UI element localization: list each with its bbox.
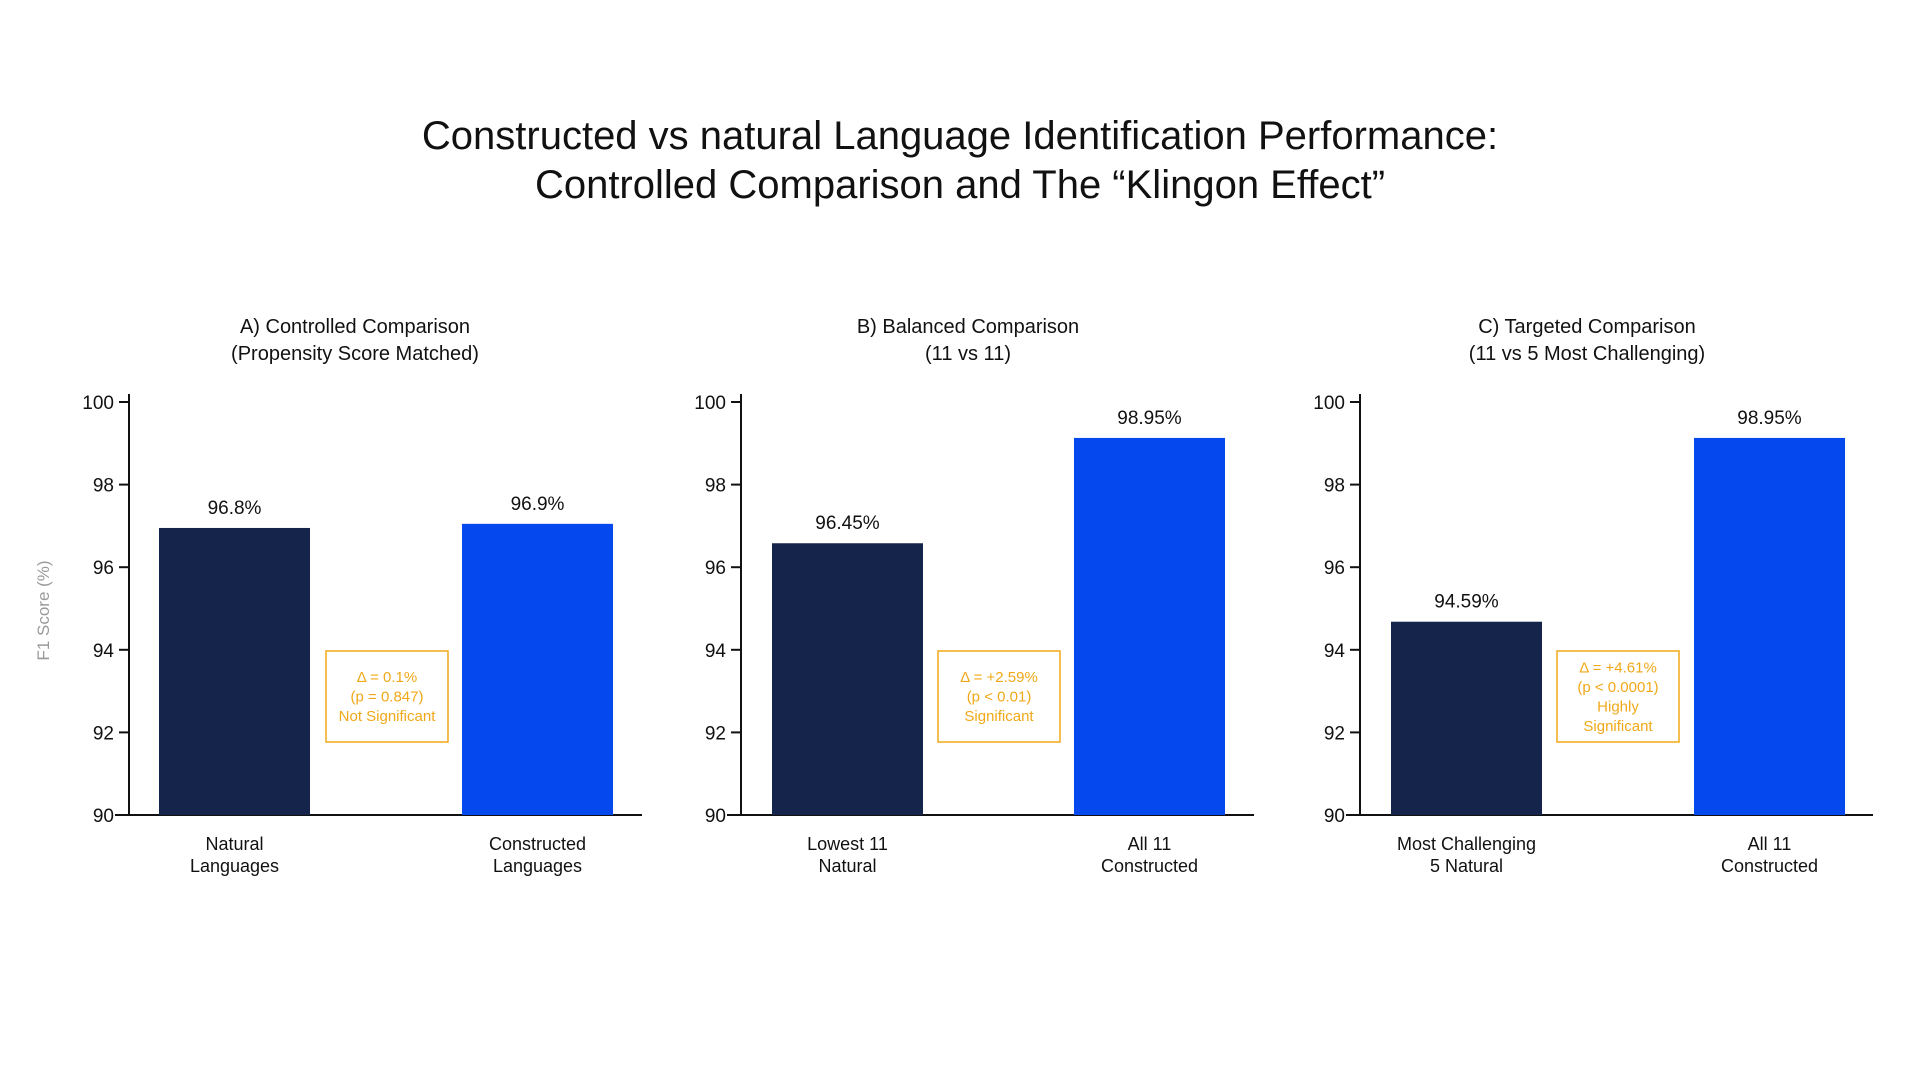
panel-b-y-tick-label: 92 bbox=[705, 723, 726, 744]
panel-a-subtitle: (Propensity Score Matched) bbox=[231, 343, 479, 365]
panel-c-y-tick-label: 90 bbox=[1324, 806, 1345, 827]
panel-c-title: C) Targeted Comparison bbox=[1478, 316, 1696, 338]
panel-c-annotation-text: (p < 0.0001) bbox=[1577, 679, 1658, 696]
panel-a-annotation-text: (p = 0.847) bbox=[351, 689, 424, 706]
panel-c-annotation-text: Significant bbox=[1583, 718, 1653, 735]
panel-b-subtitle: (11 vs 11) bbox=[925, 343, 1011, 365]
panel-c-subtitle: (11 vs 5 Most Challenging) bbox=[1469, 343, 1705, 365]
panel-c-bar-natural bbox=[1391, 621, 1542, 815]
panel-a-y-tick-label: 94 bbox=[93, 641, 115, 662]
panel-a-y-tick-label: 100 bbox=[82, 393, 114, 414]
panel-b-y-tick-label: 98 bbox=[705, 476, 726, 497]
panel-c-category-label: Most Challenging bbox=[1397, 834, 1536, 854]
panel-a-y-tick-label: 90 bbox=[93, 806, 114, 827]
panel-b-category-label: Constructed bbox=[1101, 856, 1198, 876]
panel-b-bar-value-label: 98.95% bbox=[1117, 408, 1182, 429]
panel-a-title: A) Controlled Comparison bbox=[240, 316, 470, 338]
panel-a-category-label: Natural bbox=[205, 834, 263, 854]
panel-b-annotation-box bbox=[937, 650, 1061, 743]
panel-a-y-tick-label: 92 bbox=[93, 723, 114, 744]
panel-b-y-tick-label: 90 bbox=[705, 806, 726, 827]
panel-b-title: B) Balanced Comparison bbox=[857, 316, 1079, 338]
panel-a-bar-value-label: 96.8% bbox=[208, 498, 262, 519]
panel-a-category-label: Languages bbox=[190, 856, 279, 876]
panel-b-annotation-text: (p < 0.01) bbox=[967, 689, 1032, 706]
figure-title-line-1: Constructed vs natural Language Identifi… bbox=[421, 114, 1499, 158]
panel-a-y-tick-label: 96 bbox=[93, 558, 114, 579]
panel-c-y-tick-label: 96 bbox=[1324, 558, 1345, 579]
panel-c-annotation-text: Highly bbox=[1597, 698, 1639, 715]
figure-title: Constructed vs natural Language Identifi… bbox=[0, 112, 1920, 210]
panel-c-category-label: 5 Natural bbox=[1430, 856, 1503, 876]
panel-b-y-tick-label: 94 bbox=[705, 641, 727, 662]
panel-b-bar-constructed bbox=[1074, 437, 1225, 815]
panel-c-y-tick-label: 98 bbox=[1324, 476, 1345, 497]
panel-a-category-label: Languages bbox=[493, 856, 582, 876]
panel-c-annotation-box bbox=[1556, 650, 1680, 743]
panel-b-category-label: Lowest 11 bbox=[807, 834, 888, 854]
panel-c-bar-constructed bbox=[1694, 437, 1845, 815]
panel-b-category-label: Natural bbox=[818, 856, 876, 876]
panel-c-y-tick-label: 94 bbox=[1324, 641, 1346, 662]
panel-b-y-tick-label: 100 bbox=[694, 393, 726, 414]
panel-c-annotation-text: Δ = +4.61% bbox=[1579, 659, 1657, 676]
panel-b-annotation-text: Significant bbox=[964, 708, 1034, 725]
panel-a-bar-constructed bbox=[462, 523, 613, 815]
panel-b-bar-value-label: 96.45% bbox=[815, 513, 880, 534]
panel-c-category-label: All 11 bbox=[1748, 834, 1792, 854]
panel-a-y-axis-label: F1 Score (%) bbox=[34, 560, 53, 660]
panel-b-category-label: All 11 bbox=[1128, 834, 1172, 854]
panel-a-annotation-box bbox=[325, 650, 449, 743]
panel-a-annotation-text: Not Significant bbox=[339, 708, 437, 725]
panel-b-y-tick-label: 96 bbox=[705, 558, 726, 579]
panel-c-bar-value-label: 98.95% bbox=[1737, 408, 1802, 429]
panel-c-category-label: Constructed bbox=[1721, 856, 1818, 876]
panel-a-bar-natural bbox=[159, 527, 310, 815]
panel-a-category-label: Constructed bbox=[489, 834, 586, 854]
panel-a-y-tick-label: 98 bbox=[93, 476, 114, 497]
panel-a-annotation-text: Δ = 0.1% bbox=[357, 669, 417, 686]
panel-a-bar-value-label: 96.9% bbox=[511, 494, 565, 515]
panel-b-bar-natural bbox=[772, 543, 923, 815]
panel-c-y-tick-label: 100 bbox=[1313, 393, 1345, 414]
panel-c-y-tick-label: 92 bbox=[1324, 723, 1345, 744]
panel-c-bar-value-label: 94.59% bbox=[1434, 592, 1499, 613]
panel-b-annotation-text: Δ = +2.59% bbox=[960, 669, 1038, 686]
figure-title-line-2: Controlled Comparison and The “Klingon E… bbox=[534, 163, 1386, 207]
